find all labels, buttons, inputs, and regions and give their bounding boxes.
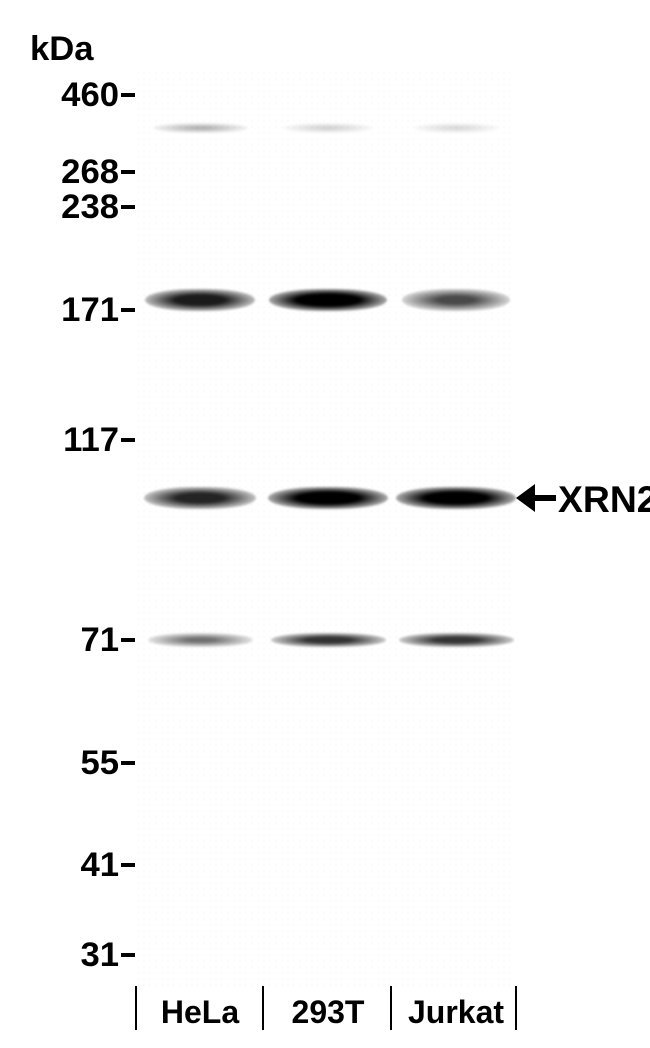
mw-label: 171 <box>61 291 119 330</box>
band <box>148 633 253 647</box>
band <box>283 123 373 133</box>
lane-separator <box>135 986 137 1030</box>
band <box>145 289 255 311</box>
axis-tick <box>121 308 135 312</box>
mw-label: 71 <box>80 621 119 660</box>
band <box>269 289 387 311</box>
mw-label: 31 <box>80 936 119 975</box>
mw-label: 117 <box>63 421 119 460</box>
band <box>153 123 248 133</box>
mw-label: 55 <box>80 744 119 783</box>
mw-label: 460 <box>61 76 119 115</box>
band <box>402 289 510 311</box>
band <box>414 123 499 133</box>
axis-tick <box>121 761 135 765</box>
band <box>399 633 514 647</box>
mw-label: 268 <box>61 153 119 192</box>
lane-separator <box>390 986 392 1030</box>
axis-tick <box>121 170 135 174</box>
arrow-head-icon <box>516 484 535 512</box>
axis-tick <box>121 93 135 97</box>
band <box>271 633 386 647</box>
band <box>144 487 256 509</box>
lane-separator <box>515 986 517 1030</box>
blot-membrane <box>135 70 515 990</box>
mw-label: 41 <box>80 846 119 885</box>
arrow-shaft <box>535 495 556 501</box>
lane-label: Jurkat <box>394 994 518 1031</box>
mw-label: 238 <box>61 188 119 227</box>
axis-tick <box>121 953 135 957</box>
lane-label: HeLa <box>138 994 262 1031</box>
lane-label: 293T <box>266 994 390 1031</box>
axis-tick <box>121 205 135 209</box>
band <box>268 487 388 509</box>
axis-unit-label: kDa <box>30 30 94 69</box>
band <box>396 487 516 509</box>
axis-tick <box>121 438 135 442</box>
target-label: XRN2 <box>558 478 650 521</box>
western-blot-figure: kDa 460 268238 171 117 71 55 41 31 HeLa293TJurk… <box>0 0 650 1048</box>
axis-tick <box>121 638 135 642</box>
axis-tick <box>121 863 135 867</box>
lane-separator <box>262 986 264 1030</box>
